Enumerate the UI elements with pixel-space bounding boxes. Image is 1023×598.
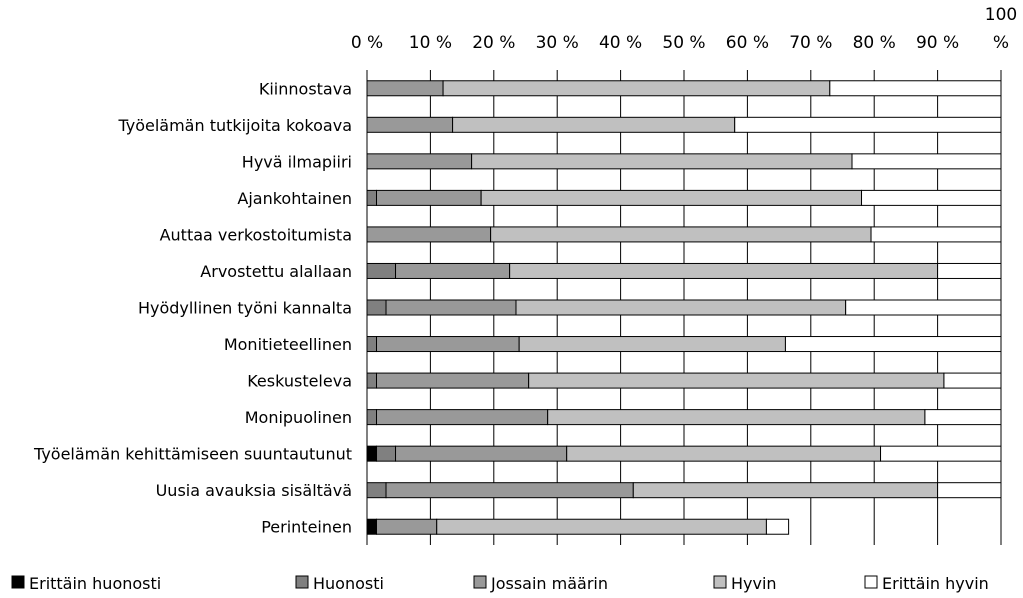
bar-segment [851,153,1002,170]
bar-segment [366,445,378,462]
bar-segment [547,409,926,426]
legend-swatch [295,575,309,589]
bar-segment [829,80,1002,97]
x-tick-label: 100 [985,5,1017,25]
bar-segment [734,116,1002,133]
x-tick-label: 80 % [853,33,896,53]
category-label: Auttaa verkostoitumista [160,225,352,244]
legend-swatch [864,575,878,589]
bar-segment [452,116,736,133]
bar-segment [480,189,863,206]
bar-segment [385,482,634,499]
x-tick-label: 40 % [599,33,642,53]
bar-segment [528,372,945,389]
legend-swatch [713,575,727,589]
x-tick-label-unit: % [993,33,1009,53]
legend-swatch [473,575,487,589]
bar-segment [937,262,1002,279]
x-tick-label: 0 % [351,33,383,53]
bar-segment [566,445,882,462]
bar-segment [366,116,454,133]
legend-swatch [11,575,25,589]
category-label: Hyödyllinen työni kannalta [138,299,352,318]
category-label: Monipuolinen [245,408,352,427]
category-label: Ajankohtainen [237,189,352,208]
bar-segment [366,482,387,499]
bar-segment [471,153,853,170]
category-label: Perinteinen [261,518,352,537]
x-tick-label: 90 % [916,33,959,53]
category-label: Hyvä ilmapiiri [242,152,352,171]
bars [366,80,1002,535]
bar-segment [880,445,1002,462]
bar-segment [765,518,790,535]
bar-segment [924,409,1002,426]
bar-segment [385,299,517,316]
x-tick-label: 30 % [536,33,579,53]
x-axis-ticks: 0 % 10 % 20 % 30 % 40 % 50 % 60 % 70 % 80 % 90 % 1… [351,5,1017,53]
bar-segment [376,409,549,426]
bar-segment [395,262,511,279]
bar-segment [943,372,1002,389]
bar-segment [366,299,387,316]
bar-segment [366,262,397,279]
bar-segment [442,80,831,97]
category-labels: Kiinnostava Työelämän tutkijoita kokoava H… [33,79,352,536]
bar-segment [366,518,378,535]
bar-segment [366,409,378,426]
bar-segment [366,226,492,243]
category-label: Uusia avauksia sisältävä [156,481,352,500]
bar-segment [366,336,378,353]
bar-segment [861,189,1002,206]
bar-segment [632,482,939,499]
legend: Erittäin huonosti Huonosti Jossain määrin H… [11,574,989,593]
category-label: Työelämän kehittämiseen suuntautunut [33,445,352,464]
bar-segment [515,299,847,316]
x-tick-label: 50 % [662,33,705,53]
bar-segment [366,372,378,389]
category-label: Monitieteellinen [224,335,352,354]
bar-segment [366,80,444,97]
bar-segment [784,336,1002,353]
legend-label: Erittäin hyvin [882,574,989,593]
bar-segment [490,226,872,243]
bar-segment [395,445,568,462]
bar-segment [376,445,397,462]
x-tick-label: 70 % [789,33,832,53]
x-tick-label: 20 % [472,33,515,53]
category-label: Kiinnostava [259,79,352,98]
bar-segment [376,189,482,206]
legend-label: Erittäin huonosti [29,574,161,593]
legend-label: Hyvin [731,574,777,593]
x-tick-label: 60 % [726,33,769,53]
bar-segment [376,518,438,535]
bar-segment [366,153,473,170]
category-label: Keskusteleva [247,372,352,391]
bar-segment [937,482,1002,499]
bar-segment [870,226,1002,243]
legend-label: Jossain määrin [490,574,608,593]
x-tick-label: 10 % [409,33,452,53]
bar-segment [366,189,378,206]
bar-segment [436,518,767,535]
bar-segment [376,336,520,353]
legend-label: Huonosti [313,574,384,593]
bar-segment [376,372,530,389]
bar-segment [845,299,1002,316]
bar-segment [518,336,786,353]
bar-segment [509,262,939,279]
category-label: Työelämän tutkijoita kokoava [117,116,352,135]
category-label: Arvostettu alallaan [200,262,352,281]
